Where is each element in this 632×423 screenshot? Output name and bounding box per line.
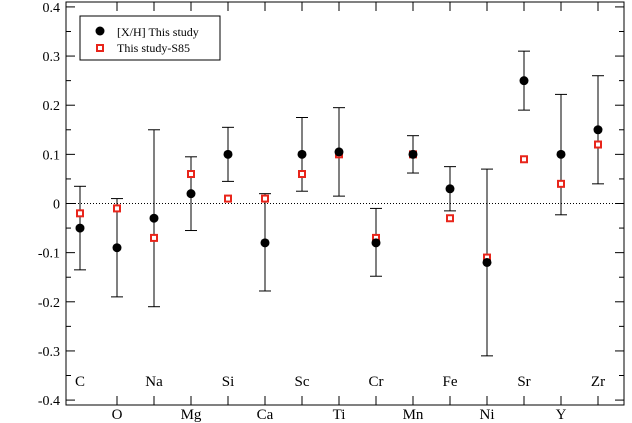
element-label-sr: Sr [517, 374, 530, 390]
xh-point-na [149, 213, 159, 223]
xh-point-mg [186, 189, 196, 199]
element-label-mg: Mg [181, 407, 202, 423]
y-tick-label: -0.4 [38, 394, 60, 409]
element-label-mn: Mn [403, 407, 424, 423]
element-label-sc: Sc [295, 374, 310, 390]
y-tick-label: 0.1 [43, 148, 61, 163]
y-tick-label: 0 [53, 198, 60, 213]
s85-point-c [76, 209, 84, 218]
series-s85 [76, 140, 602, 262]
xh-point-mn [408, 149, 418, 159]
element-label-c: C [75, 374, 85, 390]
element-label-ca: Ca [257, 407, 274, 423]
xh-point-si [223, 149, 233, 159]
y-tick-label: 0.4 [43, 1, 61, 16]
legend: [X/H] This study This study-S85 [79, 15, 221, 61]
xh-point-zr [593, 125, 603, 135]
s85-point-y [557, 179, 565, 188]
y-tick-label: -0.2 [38, 296, 60, 311]
legend-marker-s85 [96, 44, 104, 52]
xh-point-fe [445, 184, 455, 194]
element-label-o: O [112, 407, 123, 423]
xh-point-ca [260, 238, 270, 248]
xh-point-cr [371, 238, 381, 248]
legend-box [79, 15, 221, 61]
element-label-zr: Zr [591, 374, 605, 390]
element-label-ti: Ti [333, 407, 346, 423]
xh-point-y [556, 149, 566, 159]
s85-point-zr [594, 140, 602, 149]
y-tick-label: -0.3 [38, 345, 60, 360]
element-label-y: Y [556, 407, 567, 423]
y-tick-label: 0.2 [43, 99, 61, 114]
s85-point-sc [298, 170, 306, 179]
element-label-si: Si [222, 374, 235, 390]
element-label-ni: Ni [480, 407, 495, 423]
element-label-na: Na [145, 374, 163, 390]
y-axis: -0.4 -0.3 -0.2 -0.1 0 0.1 0.2 0.3 0.4 [38, 1, 624, 409]
xh-point-sr [519, 76, 529, 86]
legend-label-s85: This study-S85 [117, 41, 190, 55]
element-labels: C O Na Mg Si Ca Sc Ti Cr Mn Fe Ni Sr Y Zr [75, 374, 605, 423]
y-tick-label: -0.1 [38, 247, 60, 262]
xh-point-sc [297, 149, 307, 159]
series-this-study [75, 76, 603, 267]
s85-point-ca [261, 194, 269, 203]
xh-point-ti [334, 147, 344, 157]
legend-label-this-study: [X/H] This study [117, 25, 199, 39]
s85-point-na [150, 233, 158, 242]
xh-point-c [75, 223, 85, 233]
xh-point-o [112, 243, 122, 253]
s85-point-si [224, 194, 232, 203]
element-label-cr: Cr [369, 374, 384, 390]
s85-point-o [113, 204, 121, 213]
s85-point-sr [520, 155, 528, 164]
legend-marker-this-study [95, 26, 105, 36]
s85-point-mg [187, 170, 195, 179]
element-label-fe: Fe [443, 374, 458, 390]
x-axis [116, 2, 599, 405]
y-tick-label: 0.3 [43, 50, 61, 65]
xh-point-ni [482, 257, 492, 267]
s85-point-fe [446, 214, 454, 223]
